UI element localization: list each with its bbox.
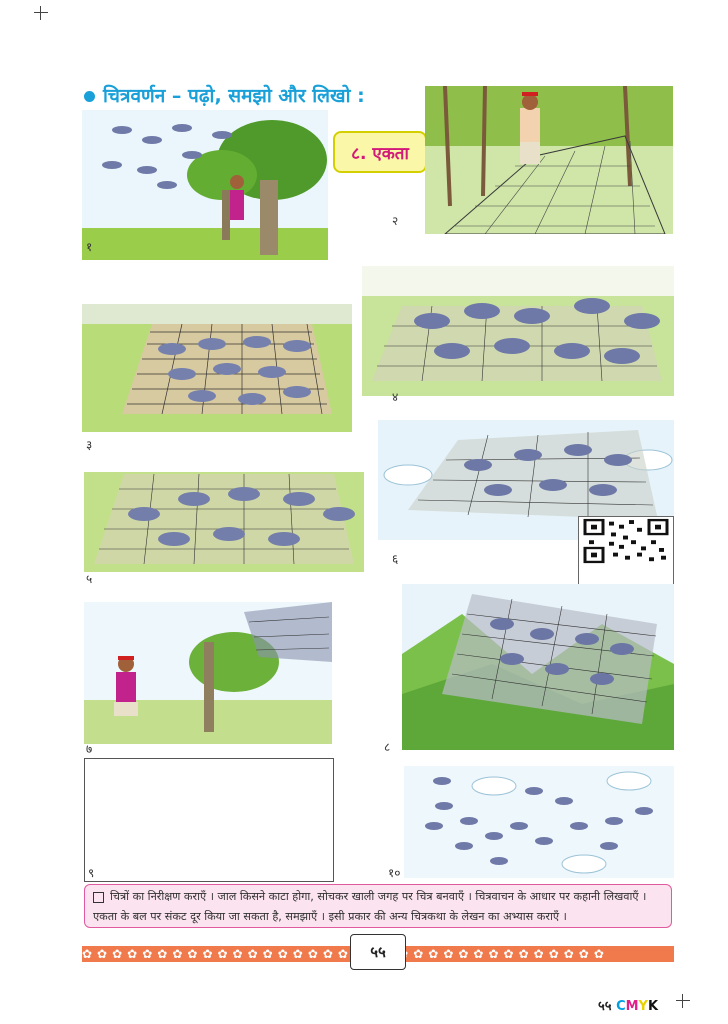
panel-5-number: ५ bbox=[86, 572, 93, 586]
panel-4-image bbox=[362, 266, 674, 396]
panel-4-number: ४ bbox=[392, 390, 399, 404]
panel-3-number: ३ bbox=[86, 438, 93, 452]
panel-5-image bbox=[84, 454, 364, 572]
panel-8-image bbox=[402, 584, 674, 750]
heading-text: चित्रवर्णन – पढ़ो, समझो और लिखो : bbox=[103, 85, 365, 107]
panel-2-image bbox=[425, 86, 673, 234]
panel-9-blank-drawing-box[interactable] bbox=[84, 758, 334, 882]
panel-7-image bbox=[84, 602, 332, 744]
panel-1-number: १ bbox=[86, 240, 93, 254]
story-title: ८. एकता bbox=[351, 143, 409, 164]
panel-3-image bbox=[82, 304, 352, 432]
print-corner-info: ५५ CMYK bbox=[598, 996, 658, 1014]
panel-2-number: २ bbox=[392, 214, 399, 228]
cmyk-m: M bbox=[625, 999, 639, 1014]
teacher-instruction-box: चित्रों का निरीक्षण कराएँ । जाल किसने का… bbox=[84, 884, 672, 928]
panel-8-number: ८ bbox=[384, 740, 391, 754]
page-number: ५५ bbox=[370, 943, 386, 961]
page-number-book: ५५ bbox=[350, 934, 406, 970]
crop-mark-top-left bbox=[34, 6, 48, 20]
cmyk-y: Y bbox=[638, 999, 648, 1014]
panel-6-image bbox=[378, 420, 674, 540]
cmyk-k: K bbox=[647, 999, 659, 1014]
bullet-icon bbox=[84, 91, 95, 102]
panel-9-number: ९ bbox=[88, 866, 95, 880]
panel-7-number: ७ bbox=[86, 742, 93, 756]
checkbox-icon bbox=[93, 891, 104, 903]
instruction-text: चित्रों का निरीक्षण कराएँ । जाल किसने का… bbox=[93, 890, 647, 923]
panel-1-image bbox=[82, 110, 328, 260]
panel-10-number: १० bbox=[388, 866, 401, 880]
qr-code[interactable]: XZEM81 bbox=[578, 516, 674, 598]
corner-page-number: ५५ bbox=[598, 999, 612, 1014]
panel-10-image bbox=[404, 766, 674, 878]
story-title-badge: ८. एकता bbox=[333, 131, 427, 173]
page-heading: चित्रवर्णन – पढ़ो, समझो और लिखो : bbox=[84, 82, 365, 108]
panel-6-number: ६ bbox=[392, 552, 399, 566]
flower-pattern-icon: ✿✿✿✿✿✿✿✿✿✿✿✿✿✿✿✿✿✿✿✿✿✿✿✿✿✿✿✿✿✿✿✿✿✿✿ bbox=[82, 947, 609, 961]
cmyk-c: C bbox=[616, 999, 626, 1014]
crop-mark-bottom-right bbox=[676, 994, 690, 1008]
